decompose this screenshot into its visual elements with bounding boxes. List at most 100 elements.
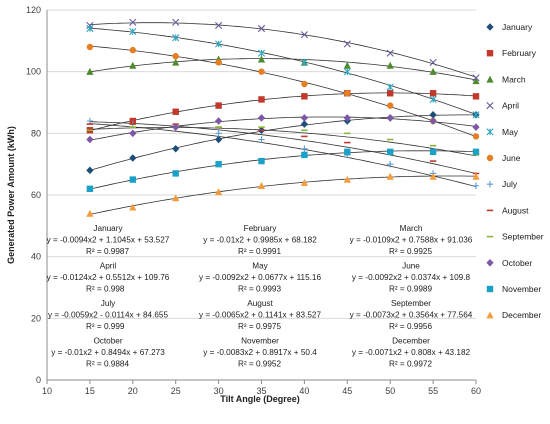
r-squared-june: R² = 0.9989: [389, 285, 432, 294]
r-squared-august: R² = 0.9975: [238, 322, 281, 331]
data-points: [86, 18, 480, 217]
point-may: [343, 68, 351, 76]
point-february: [258, 96, 265, 103]
trendline-may: [89, 27, 477, 115]
x-tick-label: 15: [85, 386, 95, 396]
point-november: [86, 185, 94, 193]
trendline-august: [89, 121, 477, 174]
point-may: [129, 27, 137, 36]
legend-marker-november: [486, 285, 494, 293]
x-tick-label: 20: [128, 386, 138, 396]
point-may: [215, 40, 223, 48]
legend-label-may: May: [502, 127, 519, 137]
x-tick-label: 60: [471, 386, 481, 396]
point-october: [386, 114, 394, 122]
point-march: [129, 61, 137, 69]
y-tick-label: 100: [26, 67, 41, 77]
point-january: [215, 135, 223, 144]
point-may: [257, 49, 266, 57]
trendlines: [89, 22, 477, 215]
point-april: [386, 49, 394, 57]
equation-april: y = -0.0124x2 + 0.5512x + 109.76: [47, 273, 170, 282]
y-tick-label: 20: [31, 313, 41, 323]
point-february: [429, 90, 437, 97]
trendline-june: [89, 45, 477, 138]
equation-january: y = -0.0094x2 + 1.1045x + 53.527: [47, 236, 170, 245]
point-june: [344, 90, 351, 97]
point-march: [257, 55, 266, 63]
point-november: [472, 148, 480, 156]
legend-label-january: January: [502, 22, 533, 32]
point-december: [386, 172, 394, 180]
point-february: [215, 102, 222, 109]
x-tick-label: 25: [171, 386, 181, 396]
point-july: [258, 136, 265, 143]
equation-august: y = -0.0065x2 + 0.1141x + 83.527: [199, 311, 322, 320]
equation-title-april: April: [100, 262, 117, 271]
point-november: [129, 176, 136, 183]
trendline-october: [89, 116, 477, 141]
legend-label-february: February: [502, 48, 537, 58]
r-squared-november: R² = 0.9952: [238, 360, 281, 369]
legend-marker-april: [486, 102, 494, 110]
point-june: [129, 46, 136, 54]
legend-label-november: November: [502, 284, 541, 294]
point-october: [429, 117, 437, 125]
legend-marker-july: [486, 181, 494, 188]
point-november: [387, 148, 394, 156]
legend-label-july: July: [502, 179, 518, 189]
legend-marker-march: [486, 75, 494, 83]
point-november: [429, 148, 437, 156]
point-november: [344, 148, 351, 156]
point-march: [172, 58, 180, 66]
point-january: [172, 144, 180, 153]
legend-marker-february: [486, 50, 494, 57]
y-tick-label: 0: [36, 375, 41, 385]
point-november: [215, 160, 222, 168]
point-january: [300, 120, 308, 128]
equation-title-september: September: [391, 299, 431, 308]
r-squared-march: R² = 0.9925: [389, 247, 432, 256]
point-december: [257, 181, 266, 189]
r-squared-april: R² = 0.998: [86, 285, 125, 294]
point-may: [386, 83, 394, 91]
trendline-january: [89, 114, 477, 171]
point-may: [86, 24, 94, 33]
equation-title-march: March: [400, 224, 423, 233]
point-november: [258, 157, 265, 165]
point-april: [257, 24, 266, 33]
point-july: [301, 145, 308, 152]
equation-february: y = -0.01x2 + 0.9985x + 68.182: [203, 236, 317, 245]
point-february: [301, 93, 308, 100]
x-tick-label: 10: [42, 386, 52, 396]
point-october: [86, 135, 94, 144]
point-december: [300, 178, 308, 186]
point-january: [86, 166, 94, 175]
equation-title-february: February: [244, 224, 278, 233]
x-tick-label: 35: [256, 386, 266, 396]
point-december: [86, 209, 94, 217]
equation-november: y = -0.0083x2 + 0.8917x + 50.4: [203, 348, 317, 357]
point-october: [215, 117, 223, 125]
point-october: [343, 114, 351, 122]
point-april: [343, 40, 351, 48]
point-october: [172, 123, 180, 131]
point-july: [215, 130, 222, 137]
legend-label-march: March: [502, 74, 526, 84]
point-may: [472, 111, 480, 119]
point-december: [472, 172, 480, 180]
equation-july: y = -0.0059x2 - 0.0114x + 84.655: [48, 311, 168, 320]
point-june: [387, 102, 394, 109]
y-tick-label: 40: [31, 252, 41, 262]
x-tick-label: 45: [342, 386, 352, 396]
equation-march: y = -0.0109x2 + 0.7588x + 91.036: [350, 236, 473, 245]
equation-june: y = -0.0092x2 + 0.0374x + 109.8: [352, 273, 471, 282]
x-tick-label: 30: [214, 386, 224, 396]
r-squared-january: R² = 0.9987: [86, 247, 129, 256]
point-march: [86, 67, 94, 75]
equation-title-july: July: [101, 299, 116, 308]
point-december: [429, 172, 437, 180]
point-march: [343, 61, 351, 69]
equation-title-october: October: [93, 337, 122, 346]
